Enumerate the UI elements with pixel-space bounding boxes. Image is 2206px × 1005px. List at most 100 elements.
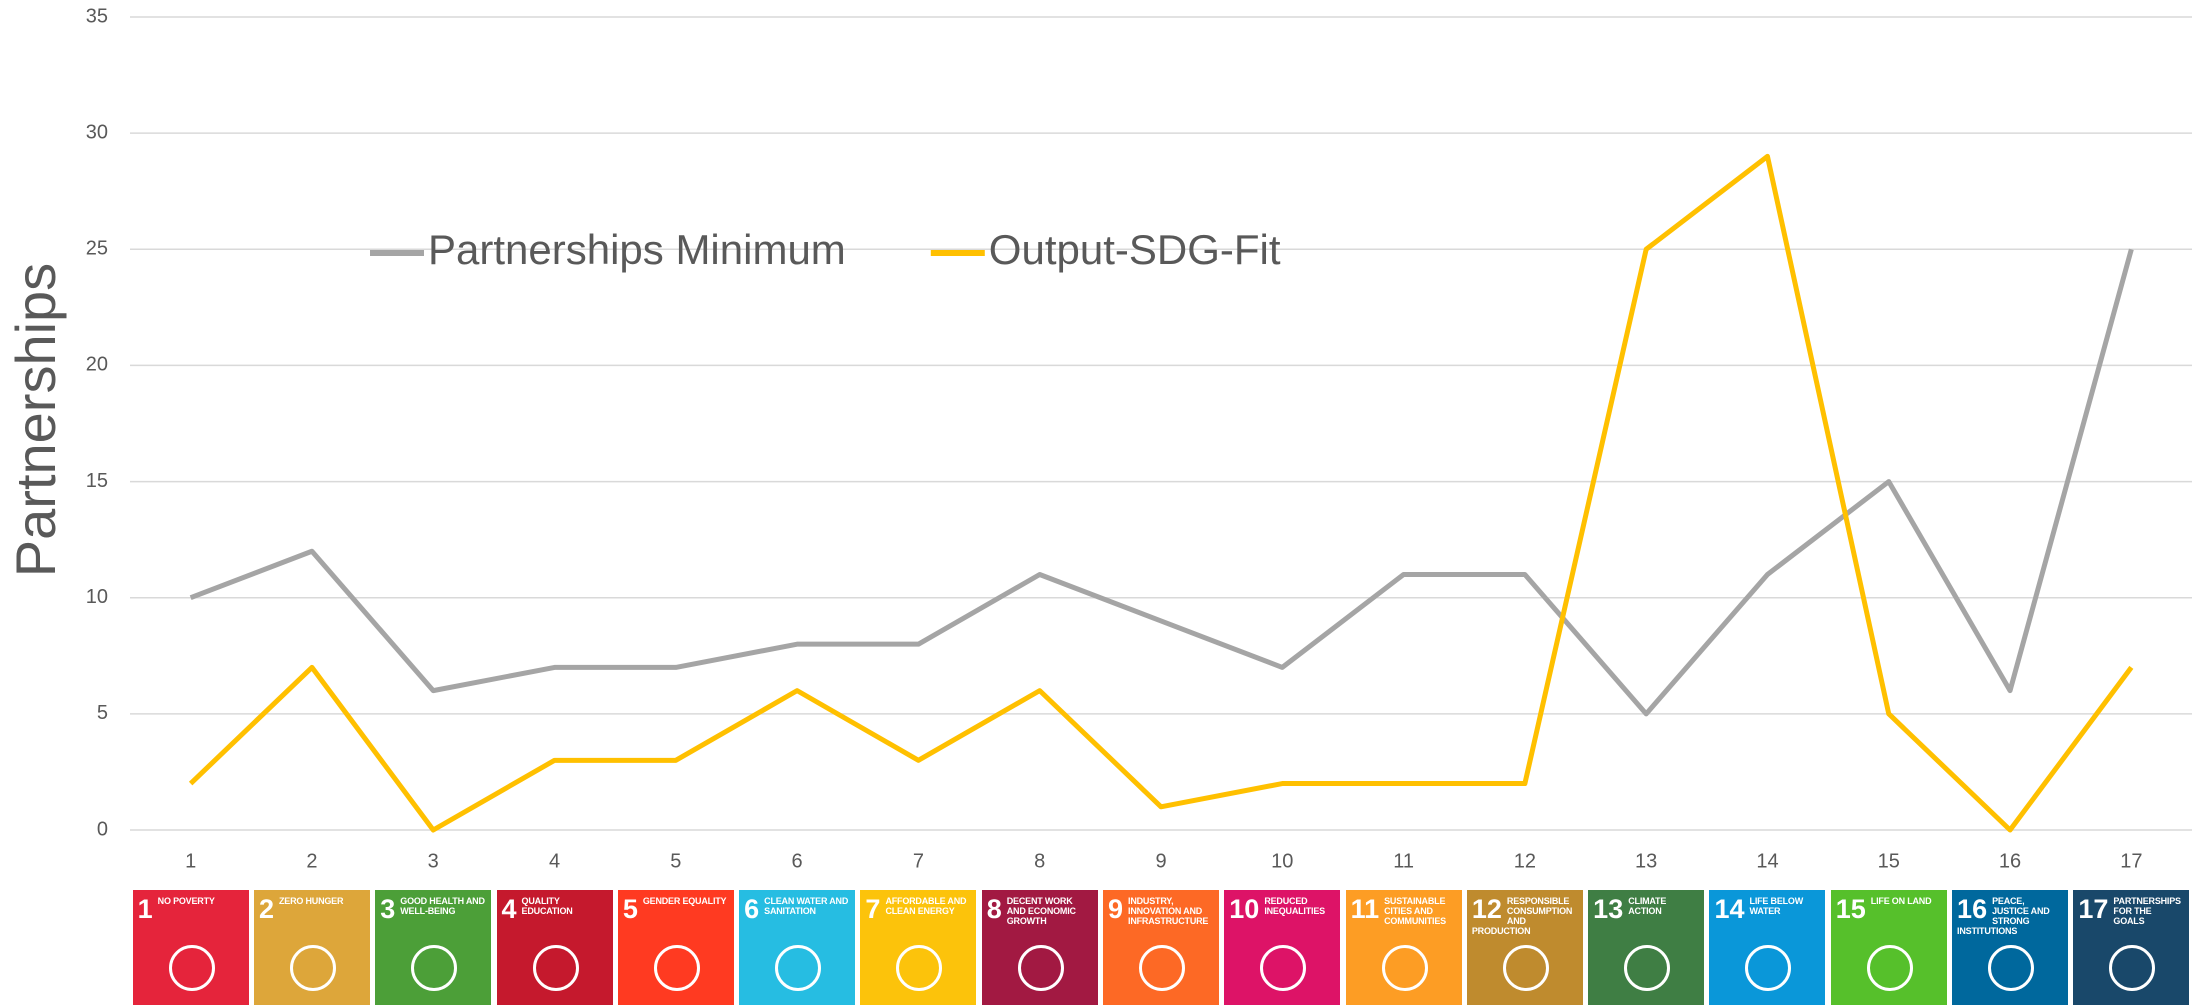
y-tick-label: 5 — [97, 702, 108, 724]
sdg-icon — [1381, 945, 1428, 991]
y-tick-label: 10 — [86, 586, 108, 608]
sdg-label: GENDER EQUALITY — [642, 896, 727, 906]
x-tick-label: 5 — [670, 850, 681, 872]
sdg-label: PEACE, JUSTICE AND STRONG INSTITUTIONS — [1957, 896, 2050, 936]
sdg-label: GOOD HEALTH AND WELL-BEING — [400, 896, 485, 916]
sdg-icon — [1260, 945, 1307, 991]
sdg-label: PARTNERSHIPS FOR THE GOALS — [2113, 896, 2181, 926]
x-tick-label: 16 — [1999, 850, 2021, 872]
y-tick-label: 20 — [86, 354, 108, 376]
x-tick-label: 2 — [306, 850, 317, 872]
sdg-tile: 15 LIFE ON LAND — [1830, 890, 1947, 1005]
sdg-tile: 13 CLIMATE ACTION — [1588, 890, 1705, 1005]
sdg-tile: 10 REDUCED INEQUALITIES — [1224, 890, 1341, 1005]
sdg-icon — [411, 945, 458, 991]
x-tick-label: 3 — [428, 850, 439, 872]
y-tick-label: 30 — [86, 121, 108, 143]
sdg-icon — [2109, 945, 2156, 991]
x-tick-label: 8 — [1034, 850, 1045, 872]
x-tick-label: 15 — [1878, 850, 1900, 872]
sdg-label: INDUSTRY, INNOVATION AND INFRASTRUCTURE — [1128, 896, 1209, 926]
sdg-label: NO POVERTY — [157, 896, 215, 906]
sdg-tile: 9 INDUSTRY, INNOVATION AND INFRASTRUCTURE — [1103, 890, 1219, 1005]
sdg-label: LIFE ON LAND — [1870, 896, 1932, 906]
y-tick-label: 35 — [86, 5, 108, 27]
sdg-number: 11 — [1350, 894, 1380, 924]
sdg-number: 4 — [501, 894, 517, 924]
sdg-number: 2 — [258, 894, 274, 924]
legend-label: Partnerships Minimum — [428, 226, 846, 273]
sdg-icon — [1017, 945, 1064, 991]
sdg-tile: 17 PARTNERSHIPS FOR THE GOALS — [2073, 890, 2190, 1005]
sdg-tile: 4 QUALITY EDUCATION — [496, 890, 613, 1005]
y-tick-label: 15 — [86, 470, 108, 492]
sdg-number: 16 — [1957, 894, 1988, 924]
x-tick-label: 1 — [185, 850, 196, 872]
x-tick-label: 6 — [792, 850, 803, 872]
x-tick-label: 13 — [1635, 850, 1657, 872]
sdg-number: 17 — [2078, 894, 2109, 924]
x-tick-label: 4 — [549, 850, 560, 872]
sdg-icon — [1139, 945, 1185, 991]
sdg-number: 9 — [1108, 894, 1124, 924]
legend-label: Output-SDG-Fit — [989, 226, 1281, 273]
y-tick-label: 0 — [97, 818, 108, 840]
sdg-icon — [532, 945, 579, 991]
sdg-icon — [168, 945, 215, 991]
sdg-number: 12 — [1471, 894, 1502, 924]
x-tick-label: 14 — [1756, 850, 1778, 872]
sdg-tile: 1 NO POVERTY — [132, 890, 249, 1005]
sdg-number: 7 — [865, 894, 881, 924]
sdg-number: 10 — [1229, 894, 1260, 924]
y-tick-label: 25 — [86, 238, 108, 260]
sdg-number: 14 — [1714, 894, 1745, 924]
sdg-tile: 6 CLEAN WATER AND SANITATION — [739, 890, 856, 1005]
sdg-tile: 11 SUSTAINABLE CITIES AND COMMUNITIES — [1345, 890, 1462, 1005]
sdg-number: 1 — [137, 894, 153, 924]
x-tick-label: 9 — [1155, 850, 1166, 872]
sdg-tile: 12 RESPONSIBLE CONSUMPTION AND PRODUCTION — [1466, 890, 1583, 1005]
sdg-icon — [1866, 945, 1913, 991]
sdg-tile: 2 ZERO HUNGER — [253, 890, 370, 1005]
series-line — [188, 153, 2134, 833]
sdg-label: REDUCED INEQUALITIES — [1264, 896, 1325, 916]
sdg-icon — [1502, 945, 1549, 991]
sdg-icon — [1988, 945, 2035, 991]
sdg-number: 13 — [1593, 894, 1624, 924]
sdg-label: CLEAN WATER AND SANITATION — [764, 896, 849, 916]
x-tick-label: 11 — [1393, 850, 1414, 872]
sdg-tile: 5 GENDER EQUALITY — [617, 890, 734, 1005]
sdg-number: 6 — [744, 894, 760, 924]
sdg-tile: 7 AFFORDABLE AND CLEAN ENERGY — [860, 890, 977, 1005]
sdg-label: ZERO HUNGER — [278, 896, 344, 906]
sdg-label: LIFE BELOW WATER — [1749, 896, 1804, 916]
sdg-icon — [289, 945, 336, 991]
sdg-number: 5 — [622, 894, 638, 924]
sdg-label: QUALITY EDUCATION — [521, 896, 573, 916]
x-tick-label: 12 — [1514, 850, 1536, 872]
y-axis-title: Partnerships — [4, 263, 67, 577]
sdg-tile: 16 PEACE, JUSTICE AND STRONG INSTITUTIONS — [1952, 890, 2069, 1005]
sdg-icon — [1745, 945, 1792, 991]
sdg-label: AFFORDABLE AND CLEAN ENERGY — [885, 896, 967, 916]
sdg-icon — [775, 945, 822, 991]
sdg-label: CLIMATE ACTION — [1628, 896, 1667, 916]
series-line — [189, 248, 2134, 717]
x-tick-label: 17 — [2120, 850, 2142, 872]
sdg-label: DECENT WORK AND ECONOMIC GROWTH — [1006, 896, 1076, 926]
sdg-number: 3 — [380, 894, 396, 924]
sdg-icon — [896, 945, 943, 991]
sdg-tile: 14 LIFE BELOW WATER — [1709, 890, 1826, 1005]
sdg-label: RESPONSIBLE CONSUMPTION AND PRODUCTION — [1471, 896, 1573, 936]
sdg-icon — [1624, 945, 1671, 991]
sdg-tile: 3 GOOD HEALTH AND WELL-BEING — [375, 890, 492, 1005]
x-tick-label: 7 — [913, 850, 924, 872]
x-tick-label: 10 — [1271, 850, 1293, 872]
sdg-tile: 8 DECENT WORK AND ECONOMIC GROWTH — [981, 890, 1098, 1005]
sdg-label: SUSTAINABLE CITIES AND COMMUNITIES — [1384, 896, 1446, 926]
sdg-icon — [653, 945, 700, 991]
sdg-number: 15 — [1835, 894, 1866, 924]
sdg-number: 8 — [986, 894, 1002, 924]
